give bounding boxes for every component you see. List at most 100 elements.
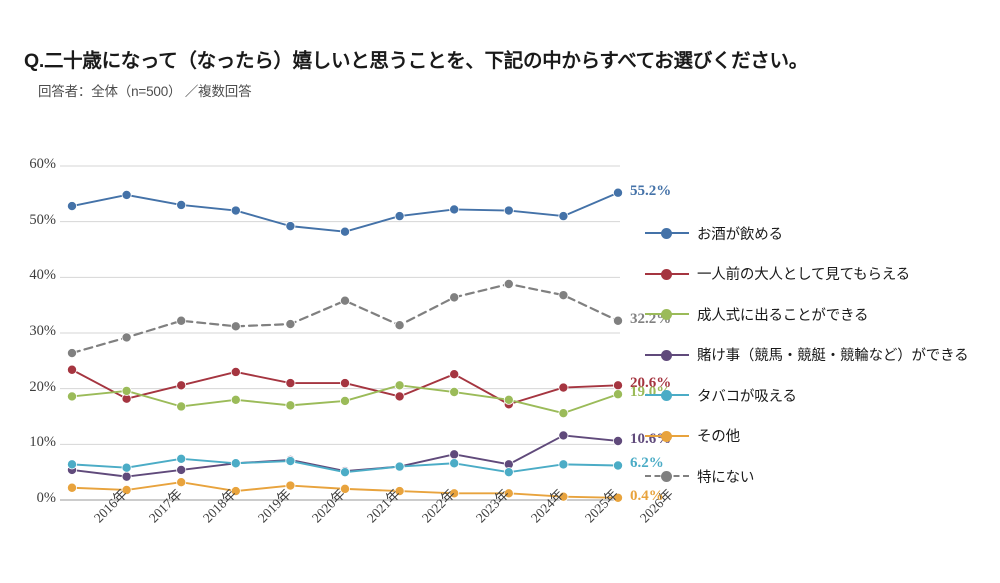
data-point[interactable] [176,380,187,391]
legend-marker-icon [645,469,689,483]
data-point[interactable] [394,391,405,402]
plot-area [60,165,624,503]
data-point[interactable] [339,226,350,237]
legend-item-6[interactable]: 特にない [645,465,754,487]
data-point[interactable] [558,290,569,301]
data-point[interactable] [613,389,624,400]
data-point[interactable] [230,205,241,216]
data-point[interactable] [285,456,296,467]
data-point[interactable] [176,453,187,464]
legend-marker-icon [645,267,689,281]
data-point[interactable] [449,292,460,303]
y-tick-label: 50% [29,211,56,228]
data-point[interactable] [613,492,624,503]
legend-item-5[interactable]: その他 [645,425,740,447]
data-point[interactable] [121,385,132,396]
y-tick-label: 30% [29,323,56,339]
y-tick-label: 10% [29,434,56,451]
legend-marker-icon [645,226,689,240]
data-point[interactable] [285,480,296,491]
series-end-label: 20.6% [630,375,672,392]
data-point[interactable] [449,369,460,380]
data-point[interactable] [121,484,132,495]
data-point[interactable] [503,488,514,499]
series-end-label: 19.0% [630,384,672,401]
data-point[interactable] [176,199,187,210]
data-point[interactable] [449,449,460,460]
data-point[interactable] [230,321,241,332]
legend-item-1[interactable]: 一人前の大人として見てもらえる [645,263,910,285]
data-point[interactable] [449,204,460,215]
data-point[interactable] [67,348,78,359]
data-point[interactable] [449,458,460,469]
legend-item-4[interactable]: タバコが吸える [645,384,797,406]
data-point[interactable] [67,364,78,375]
data-point[interactable] [394,380,405,391]
data-point[interactable] [339,467,350,478]
y-tick-label: 40% [29,267,56,284]
data-point[interactable] [394,486,405,497]
data-point[interactable] [121,332,132,343]
data-point[interactable] [503,394,514,405]
data-point[interactable] [230,486,241,497]
data-point[interactable] [67,391,78,402]
data-point[interactable] [558,408,569,419]
series-6 [67,279,624,359]
data-point[interactable] [503,467,514,478]
series-end-label: 6.2% [630,455,664,472]
data-point[interactable] [394,211,405,222]
data-point[interactable] [285,221,296,232]
data-point[interactable] [230,458,241,469]
series-5 [67,477,624,503]
series-line [70,282,620,355]
data-point[interactable] [121,462,132,473]
legend-label: 特にない [697,469,755,486]
data-point[interactable] [449,488,460,499]
data-point[interactable] [176,401,187,412]
data-point[interactable] [613,435,624,446]
data-point[interactable] [449,387,460,398]
data-point[interactable] [558,459,569,470]
data-point[interactable] [121,189,132,200]
respondent-note: 回答者：全体（n=500） ／複数回答 [38,84,252,100]
page-title: Q.二十歳になって（なったら）嬉しいと思うことを、下記の中からすべてお選びくださ… [24,50,808,72]
data-point[interactable] [558,211,569,222]
legend-label: 賭け事（競馬・競艇・競輪など）ができる [697,348,969,364]
data-point[interactable] [558,430,569,441]
data-point[interactable] [285,400,296,411]
data-point[interactable] [613,315,624,326]
data-point[interactable] [613,380,624,391]
data-point[interactable] [176,477,187,488]
data-point[interactable] [339,483,350,494]
series-1 [67,364,624,410]
data-point[interactable] [613,187,624,198]
data-point[interactable] [503,279,514,290]
legend-label: 成人式に出ることができる [697,307,869,324]
y-tick-label: 0% [36,490,56,506]
data-point[interactable] [558,382,569,393]
data-point[interactable] [67,201,78,212]
data-point[interactable] [394,320,405,331]
legend-item-3[interactable]: 賭け事（競馬・競艇・競輪など）ができる [645,344,969,366]
data-point[interactable] [613,460,624,471]
data-point[interactable] [285,319,296,330]
data-point[interactable] [230,394,241,405]
legend-marker-icon [645,307,689,321]
data-point[interactable] [339,378,350,389]
legend-item-0[interactable]: お酒が飲める [645,222,783,244]
data-point[interactable] [503,205,514,216]
legend-item-2[interactable]: 成人式に出ることができる [645,303,869,325]
data-point[interactable] [121,471,132,482]
data-point[interactable] [285,378,296,389]
data-point[interactable] [176,464,187,475]
data-point[interactable] [230,366,241,377]
data-point[interactable] [176,315,187,326]
data-point[interactable] [67,482,78,493]
legend-label: お酒が飲める [697,226,783,243]
data-point[interactable] [67,459,78,470]
data-point[interactable] [339,295,350,306]
data-point[interactable] [558,491,569,502]
data-point[interactable] [339,395,350,406]
data-point[interactable] [394,461,405,472]
